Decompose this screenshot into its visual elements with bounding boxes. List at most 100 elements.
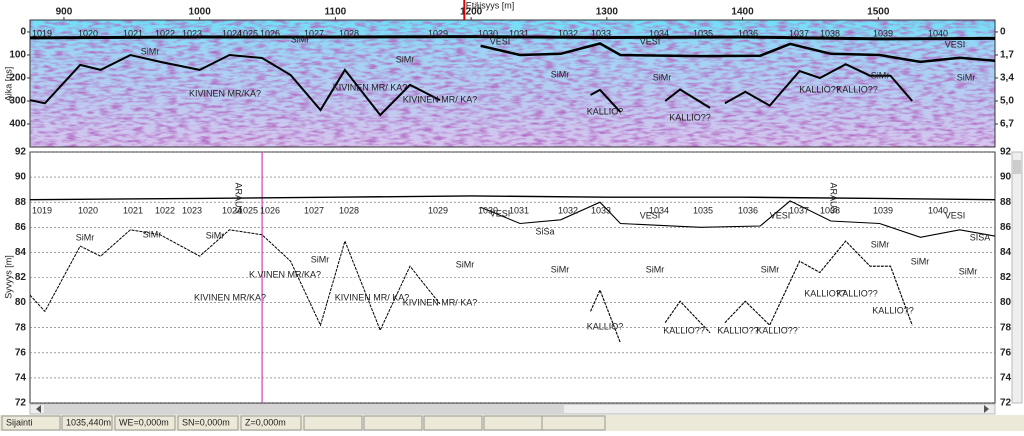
y2-tick-label: 3,4 xyxy=(1000,73,1014,84)
y-tick-label: 72 xyxy=(15,398,27,409)
radar-y-label: Aika [ns] xyxy=(3,67,13,102)
y-tick-label: 86 xyxy=(15,222,27,233)
annotation: SiMr xyxy=(551,264,570,274)
annotation: SiMr xyxy=(911,256,930,266)
radar-annotation: SiMr xyxy=(653,72,672,82)
x-tick-label: 900 xyxy=(56,7,73,18)
radar-annotation: VESI xyxy=(490,36,511,46)
trace-marker: 1040 xyxy=(928,205,948,215)
y-tick-label: 80 xyxy=(15,297,27,308)
radar-annotation: SiMr xyxy=(141,46,160,56)
radar-annotation: SiMr xyxy=(291,34,310,44)
radar-interface xyxy=(480,42,995,64)
y2-tick-label: 6,7 xyxy=(1000,119,1014,130)
trace-marker: 1034 xyxy=(649,205,669,215)
y2-tick-label: 84 xyxy=(1000,247,1012,258)
y2-tick-label: 82 xyxy=(1000,272,1012,283)
annotation: KIVINEN MR/ KA? xyxy=(335,292,410,302)
annotation: SiMr xyxy=(456,259,475,269)
trace-marker: 1031 xyxy=(509,205,529,215)
status-field xyxy=(114,415,176,431)
annotation: VESI xyxy=(640,210,661,220)
y2-tick-label: 78 xyxy=(1000,322,1012,333)
trace-marker: 1034 xyxy=(649,28,669,38)
trace-marker: 1028 xyxy=(339,205,359,215)
annotation: SiMr xyxy=(761,264,780,274)
trace-marker: 1027 xyxy=(304,205,324,215)
status-field xyxy=(303,415,363,431)
radar-annotation: VESI xyxy=(640,36,661,46)
trace-marker: 1037 xyxy=(789,28,809,38)
trace-marker: 1020 xyxy=(78,28,98,38)
x-tick-label: 1200 xyxy=(460,7,483,18)
y2-tick-label: 5,0 xyxy=(1000,96,1014,107)
trace-marker: 1024 xyxy=(222,28,242,38)
annotation: KALLIO?? xyxy=(756,325,798,335)
status-text: SN=0,000m xyxy=(182,417,230,427)
scroll-right[interactable] xyxy=(984,405,989,413)
radar-annotation: SiMr xyxy=(871,70,890,80)
annotation: KALLIO?? xyxy=(804,288,846,298)
trace-marker: 1019 xyxy=(32,28,52,38)
trace-marker: 1033 xyxy=(591,28,611,38)
v-scroll-thumb[interactable] xyxy=(1013,160,1021,174)
y2-tick-label: 90 xyxy=(1000,172,1012,183)
scroll-left[interactable] xyxy=(36,405,41,413)
annotation: VESI xyxy=(945,210,966,220)
bedrock xyxy=(589,240,913,343)
radar-annotation: KIVINEN MR/ KA? xyxy=(403,94,478,104)
y2-tick-label: 76 xyxy=(1000,347,1012,358)
water-surface xyxy=(30,195,995,201)
y-tick-label: 0 xyxy=(20,27,26,38)
trace-marker: 1035 xyxy=(693,28,713,38)
y-tick-label: 84 xyxy=(15,247,27,258)
status-text: Sijainti xyxy=(6,417,33,427)
trace-marker: 1033 xyxy=(591,205,611,215)
x-tick-label: 1300 xyxy=(596,7,619,18)
annotation: SiSa xyxy=(535,226,554,236)
h-scroll-thumb[interactable] xyxy=(44,405,564,413)
radar-annotation: KALLIO?? xyxy=(669,112,711,122)
trace-marker: 1026 xyxy=(260,205,280,215)
water-surface-group xyxy=(30,195,995,201)
annotation: K.VINEN MR/KA? xyxy=(249,269,321,279)
annotation: KALLIO?? xyxy=(872,305,914,315)
status-field xyxy=(240,415,302,431)
radar-annotation: VESI xyxy=(945,39,966,49)
trace-marker: 1019 xyxy=(32,205,52,215)
annotation: SiMr xyxy=(871,239,890,249)
y2-tick-label: 74 xyxy=(1000,373,1012,384)
y2-tick-label: 72 xyxy=(1000,398,1012,409)
radar-frame xyxy=(29,19,996,148)
annotation: KIVINEN MR/KA? xyxy=(194,292,266,302)
radar-annotation: KALLIO?? xyxy=(836,84,878,94)
status-field xyxy=(177,415,239,431)
trace-marker: 1038 xyxy=(820,28,840,38)
radar-annotation: KIVINEN MR/KA? xyxy=(189,88,261,98)
radargram-texture xyxy=(30,20,995,147)
v-scrollbar[interactable] xyxy=(1011,151,1023,404)
radar-sediment xyxy=(30,53,441,117)
y-tick-label: 200 xyxy=(9,73,26,84)
radar-annotation: SiMr xyxy=(551,69,570,79)
annotation: KALLIO?? xyxy=(717,325,759,335)
trace-marker: 1036 xyxy=(738,28,758,38)
y2-tick-label: 80 xyxy=(1000,297,1012,308)
radar-interface-group xyxy=(480,42,995,64)
radar-surface xyxy=(30,35,995,41)
trace-marker: 1037 xyxy=(789,205,809,215)
sediment-bottom-group xyxy=(30,229,441,332)
annotation: VESI xyxy=(490,208,511,218)
status-text: Z=0,000m xyxy=(245,417,286,427)
status-text: WE=0,000m xyxy=(119,417,169,427)
trace-marker: 1035 xyxy=(693,205,713,215)
trace-marker: 1020 xyxy=(78,205,98,215)
bedrock-group xyxy=(589,240,913,343)
annotation: SISA xyxy=(970,232,991,242)
annotation: KALLIO? xyxy=(587,321,624,331)
radar-annotation: SiMr xyxy=(957,72,976,82)
trace-marker: 1039 xyxy=(873,205,893,215)
status-field xyxy=(483,415,543,431)
status-field xyxy=(363,415,423,431)
